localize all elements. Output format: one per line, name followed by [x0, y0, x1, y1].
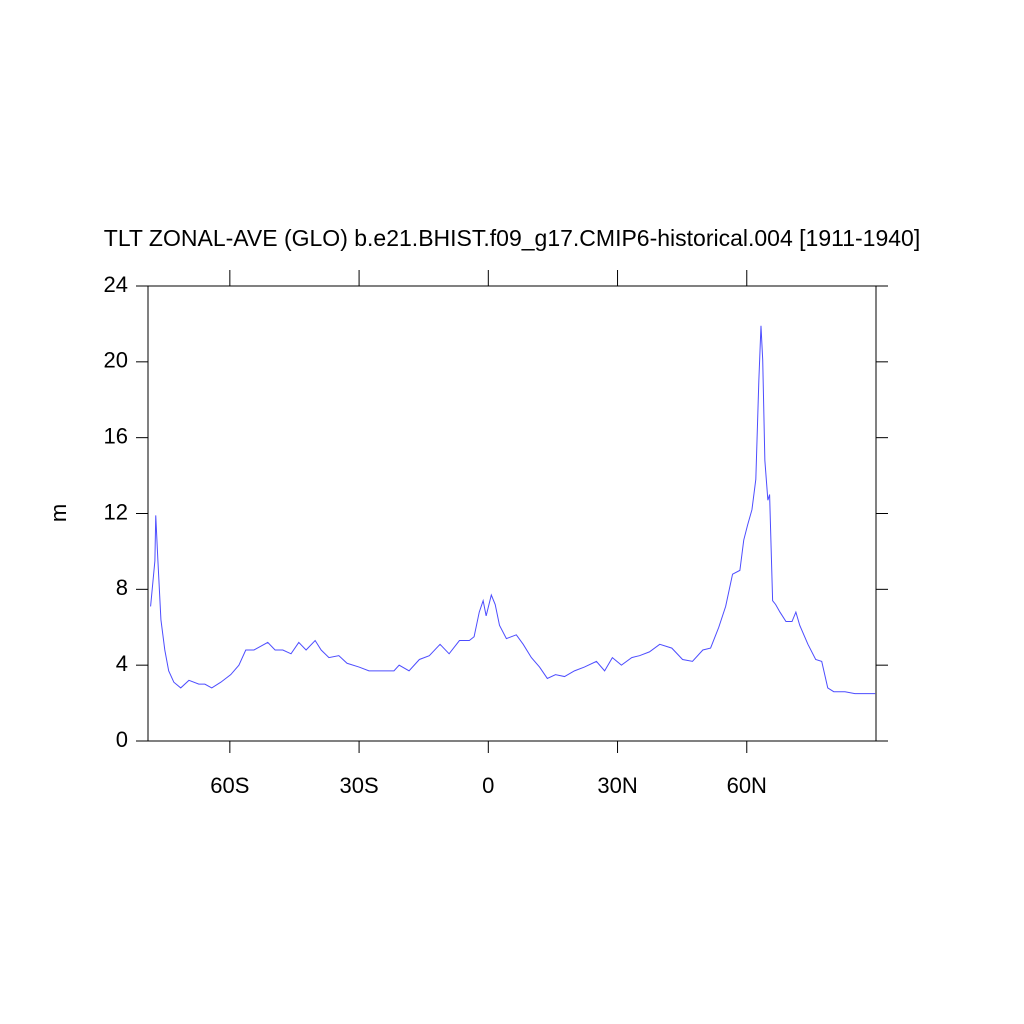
y-tick-label: 12: [104, 499, 128, 524]
y-tick-label: 24: [104, 272, 128, 297]
x-tick-label: 0: [482, 773, 494, 798]
y-tick-label: 4: [116, 651, 128, 676]
x-tick-label: 60S: [210, 773, 249, 798]
plot-frame: [147, 285, 877, 742]
x-tick-label: 30S: [339, 773, 378, 798]
y-axis-label: m: [46, 504, 71, 522]
chart-title: TLT ZONAL-AVE (GLO) b.e21.BHIST.f09_g17.…: [104, 225, 920, 251]
y-tick-label: 0: [116, 727, 128, 752]
x-tick-label: 30N: [597, 773, 637, 798]
y-tick-label: 8: [116, 575, 128, 600]
data-line: [150, 325, 876, 695]
x-tick-label: 60N: [727, 773, 767, 798]
y-tick-label: 20: [104, 348, 128, 373]
y-tick-label: 16: [104, 423, 128, 448]
